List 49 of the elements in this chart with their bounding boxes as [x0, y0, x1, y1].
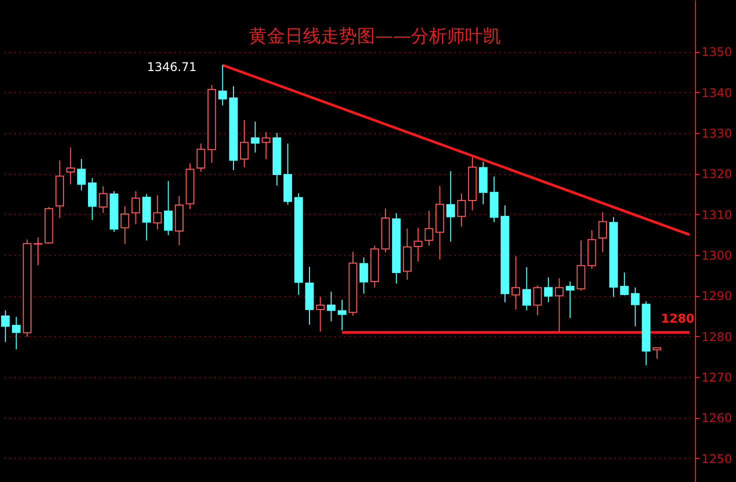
candlestick	[598, 212, 607, 253]
y-tick-label: 1340	[702, 86, 732, 100]
y-tick-label: 1250	[702, 452, 732, 466]
candlestick	[218, 64, 227, 106]
candlestick	[446, 170, 455, 242]
candlestick	[88, 178, 97, 221]
candlestick	[316, 296, 325, 332]
candlestick	[512, 256, 520, 310]
candlestick	[250, 121, 260, 154]
candlestick	[554, 278, 564, 332]
candlestick	[652, 347, 662, 360]
candlestick	[131, 190, 140, 225]
y-tick-label: 1300	[702, 248, 732, 263]
candlestick	[326, 291, 336, 322]
candlestick	[414, 227, 422, 262]
candlestick	[620, 272, 629, 296]
y-tick-label: 1290	[702, 289, 732, 304]
candlestick	[12, 316, 21, 350]
candlestick	[34, 237, 42, 266]
candlestick	[424, 210, 434, 246]
candlestick	[576, 240, 586, 291]
candlestick	[1, 310, 10, 343]
candlestick	[544, 276, 553, 303]
candlestick	[196, 143, 206, 172]
candlestick	[262, 132, 270, 160]
candlestick	[338, 299, 346, 331]
candlestick	[164, 180, 173, 236]
candlestick	[120, 206, 130, 245]
candlestick	[566, 280, 574, 319]
annotation: 1280	[660, 311, 694, 326]
y-tick-label: 1270	[702, 370, 732, 385]
y-tick-label: 1350	[702, 45, 732, 60]
y-tick-label: 1330	[702, 126, 732, 141]
candlestick	[630, 287, 640, 327]
candlestick	[77, 158, 86, 191]
y-tick-label: 1260	[702, 411, 732, 426]
candlestick	[153, 194, 162, 230]
candlestick	[359, 256, 368, 294]
annotation: 1346.71	[146, 60, 197, 74]
y-tick-label: 1280	[702, 330, 732, 344]
candlestick	[98, 186, 108, 214]
candlestick	[66, 147, 75, 185]
text: 黄金日线走势图——分析师叶凯	[249, 26, 501, 47]
candlestick	[240, 119, 249, 168]
y-tick-label: 1310	[702, 208, 732, 222]
candlestick	[533, 285, 542, 316]
candlestick	[457, 193, 466, 228]
y-tick-label: 1320	[702, 167, 732, 182]
candlestick	[522, 266, 531, 311]
